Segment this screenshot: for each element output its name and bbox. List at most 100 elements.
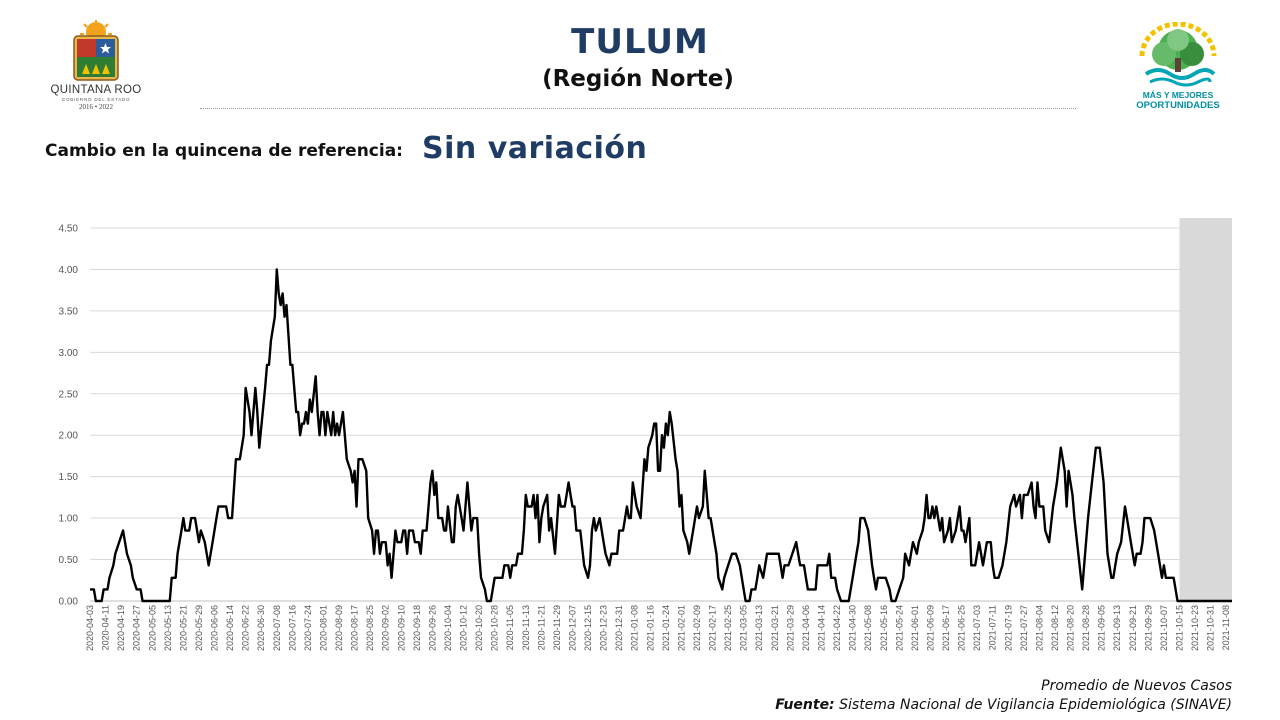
x-tick-label: 2020-06-06 bbox=[210, 605, 220, 651]
x-tick-label: 2021-04-22 bbox=[832, 605, 842, 651]
mas-y-mejores-logo: MÁS Y MEJORES OPORTUNIDADES bbox=[1128, 21, 1228, 114]
x-tick-label: 2021-11-08 bbox=[1221, 605, 1231, 650]
x-tick-label: 2020-05-05 bbox=[147, 605, 157, 651]
x-tick-label: 2020-10-04 bbox=[443, 605, 453, 651]
logo-left-years: 2016 • 2022 bbox=[79, 103, 113, 111]
x-tick-label: 2020-12-07 bbox=[567, 605, 577, 651]
y-tick-label: 0.00 bbox=[59, 597, 79, 608]
quintana-roo-logo: QUINTANA ROO GOBIERNO DEL ESTADO 2016 • … bbox=[44, 20, 148, 112]
x-tick-label: 2020-11-05 bbox=[505, 605, 515, 650]
x-tick-label: 2021-06-17 bbox=[941, 605, 951, 651]
x-tick-label: 2021-06-09 bbox=[925, 605, 935, 651]
x-tick-label: 2021-10-07 bbox=[1159, 605, 1169, 651]
x-tick-label: 2020-08-01 bbox=[318, 605, 328, 651]
x-tick-label: 2021-04-06 bbox=[801, 605, 811, 651]
x-tick-label: 2021-04-14 bbox=[817, 605, 827, 651]
series-caption: Promedio de Nuevos Casos bbox=[1041, 678, 1232, 694]
x-tick-label: 2020-10-12 bbox=[459, 605, 469, 651]
y-tick-label: 1.00 bbox=[59, 514, 79, 525]
x-tick-label: 2020-05-13 bbox=[163, 605, 173, 651]
change-value: Sin variación bbox=[422, 131, 648, 166]
page-title: TULUM bbox=[571, 22, 709, 62]
x-tick-label: 2021-09-29 bbox=[1143, 605, 1153, 651]
x-tick-label: 2020-10-28 bbox=[490, 605, 500, 651]
logo-left-tagline: GOBIERNO DEL ESTADO bbox=[61, 97, 131, 102]
x-tick-label: 2021-02-09 bbox=[692, 605, 702, 651]
x-tick-label: 2021-10-23 bbox=[1190, 605, 1200, 651]
x-tick-label: 2020-07-16 bbox=[287, 605, 297, 651]
x-tick-label: 2021-09-05 bbox=[1097, 605, 1107, 651]
x-tick-label: 2020-09-02 bbox=[381, 605, 391, 651]
source-caption: Fuente: Sistema Nacional de Vigilancia E… bbox=[775, 697, 1232, 713]
x-tick-label: 2020-12-23 bbox=[599, 605, 609, 651]
header-divider bbox=[200, 108, 1076, 109]
cases-line-chart: 0.00 0.50 1.00 1.50 2.00 2.50 3.00 3.50 4.00 4.50… bbox=[59, 218, 1232, 651]
tree-icon bbox=[1139, 21, 1217, 87]
x-tick-label: 2020-11-21 bbox=[536, 605, 546, 650]
x-tick-label: 2020-07-08 bbox=[272, 605, 282, 651]
x-tick-label: 2020-05-21 bbox=[178, 605, 188, 651]
x-tick-label: 2021-10-31 bbox=[1206, 605, 1216, 651]
x-tick-label: 2021-07-03 bbox=[972, 605, 982, 651]
y-tick-label: 3.00 bbox=[59, 348, 79, 359]
x-tick-label: 2021-03-13 bbox=[754, 605, 764, 651]
y-tick-label: 4.50 bbox=[59, 224, 79, 235]
state-shield-icon bbox=[73, 20, 119, 81]
y-tick-label: 1.50 bbox=[59, 472, 79, 483]
x-tick-label: 2021-08-12 bbox=[1050, 605, 1060, 651]
x-tick-label: 2020-04-19 bbox=[116, 605, 126, 651]
logo-left-name: QUINTANA ROO bbox=[50, 84, 142, 96]
logo-right-line2: OPORTUNIDADES bbox=[1136, 100, 1220, 111]
x-tick-label: 2021-03-29 bbox=[785, 605, 795, 651]
x-tick-label: 2021-03-05 bbox=[739, 605, 749, 651]
x-tick-label: 2020-04-11 bbox=[101, 605, 111, 650]
x-tick-label: 2021-07-11 bbox=[988, 605, 998, 650]
x-tick-label: 2021-10-15 bbox=[1174, 605, 1184, 651]
x-tick-label: 2021-01-16 bbox=[645, 605, 655, 651]
x-tick-label: 2020-06-30 bbox=[256, 605, 266, 651]
x-tick-label: 2020-12-15 bbox=[583, 605, 593, 651]
x-tick-label: 2021-05-16 bbox=[879, 605, 889, 651]
x-tick-label: 2021-03-21 bbox=[770, 605, 780, 651]
series-line bbox=[90, 268, 1232, 603]
x-tick-label: 2020-11-29 bbox=[552, 605, 562, 650]
x-tick-label: 2021-09-21 bbox=[1128, 605, 1138, 651]
x-tick-label: 2020-06-14 bbox=[225, 605, 235, 651]
x-tick-label: 2021-05-08 bbox=[863, 605, 873, 651]
y-tick-label: 2.50 bbox=[59, 389, 79, 400]
x-tick-label: 2020-09-18 bbox=[412, 605, 422, 651]
x-tick-label: 2020-04-03 bbox=[85, 605, 95, 651]
logo-right-line1: MÁS Y MEJORES bbox=[1142, 90, 1214, 100]
x-tick-label: 2021-06-25 bbox=[957, 605, 967, 651]
page-subtitle: (Región Norte) bbox=[542, 66, 734, 92]
x-tick-label: 2021-08-04 bbox=[1034, 605, 1044, 651]
x-tick-label: 2020-09-10 bbox=[396, 605, 406, 651]
x-tick-label: 2021-07-19 bbox=[1003, 605, 1013, 651]
x-tick-label: 2021-06-01 bbox=[910, 605, 920, 651]
x-tick-label: 2021-01-24 bbox=[661, 605, 671, 651]
y-tick-label: 0.50 bbox=[59, 555, 79, 566]
x-tick-label: 2021-02-25 bbox=[723, 605, 733, 651]
x-tick-label: 2020-08-25 bbox=[365, 605, 375, 651]
x-tick-label: 2020-12-31 bbox=[614, 605, 624, 651]
y-tick-label: 4.00 bbox=[59, 265, 79, 276]
x-tick-label: 2021-07-27 bbox=[1019, 605, 1029, 651]
x-tick-label: 2020-04-27 bbox=[132, 605, 142, 651]
x-tick-label: 2021-02-17 bbox=[708, 605, 718, 651]
x-tick-label: 2021-08-20 bbox=[1066, 605, 1076, 651]
x-tick-label: 2021-05-24 bbox=[894, 605, 904, 651]
x-tick-label: 2020-08-17 bbox=[350, 605, 360, 651]
source-text: Sistema Nacional de Vigilancia Epidemiol… bbox=[839, 697, 1232, 713]
x-tick-label: 2020-09-26 bbox=[427, 605, 437, 651]
change-label: Cambio en la quincena de referencia: bbox=[45, 141, 403, 161]
x-tick-label: 2020-06-22 bbox=[241, 605, 251, 651]
x-tick-label: 2021-04-30 bbox=[848, 605, 858, 651]
x-tick-label: 2020-11-13 bbox=[521, 605, 531, 650]
x-tick-label: 2021-01-08 bbox=[630, 605, 640, 651]
y-tick-label: 2.00 bbox=[59, 431, 79, 442]
y-tick-label: 3.50 bbox=[59, 306, 79, 317]
x-tick-label: 2021-09-13 bbox=[1112, 605, 1122, 651]
x-tick-label: 2021-02-01 bbox=[676, 605, 686, 651]
shaded-region bbox=[1179, 218, 1232, 601]
x-tick-label: 2020-05-29 bbox=[194, 605, 204, 651]
